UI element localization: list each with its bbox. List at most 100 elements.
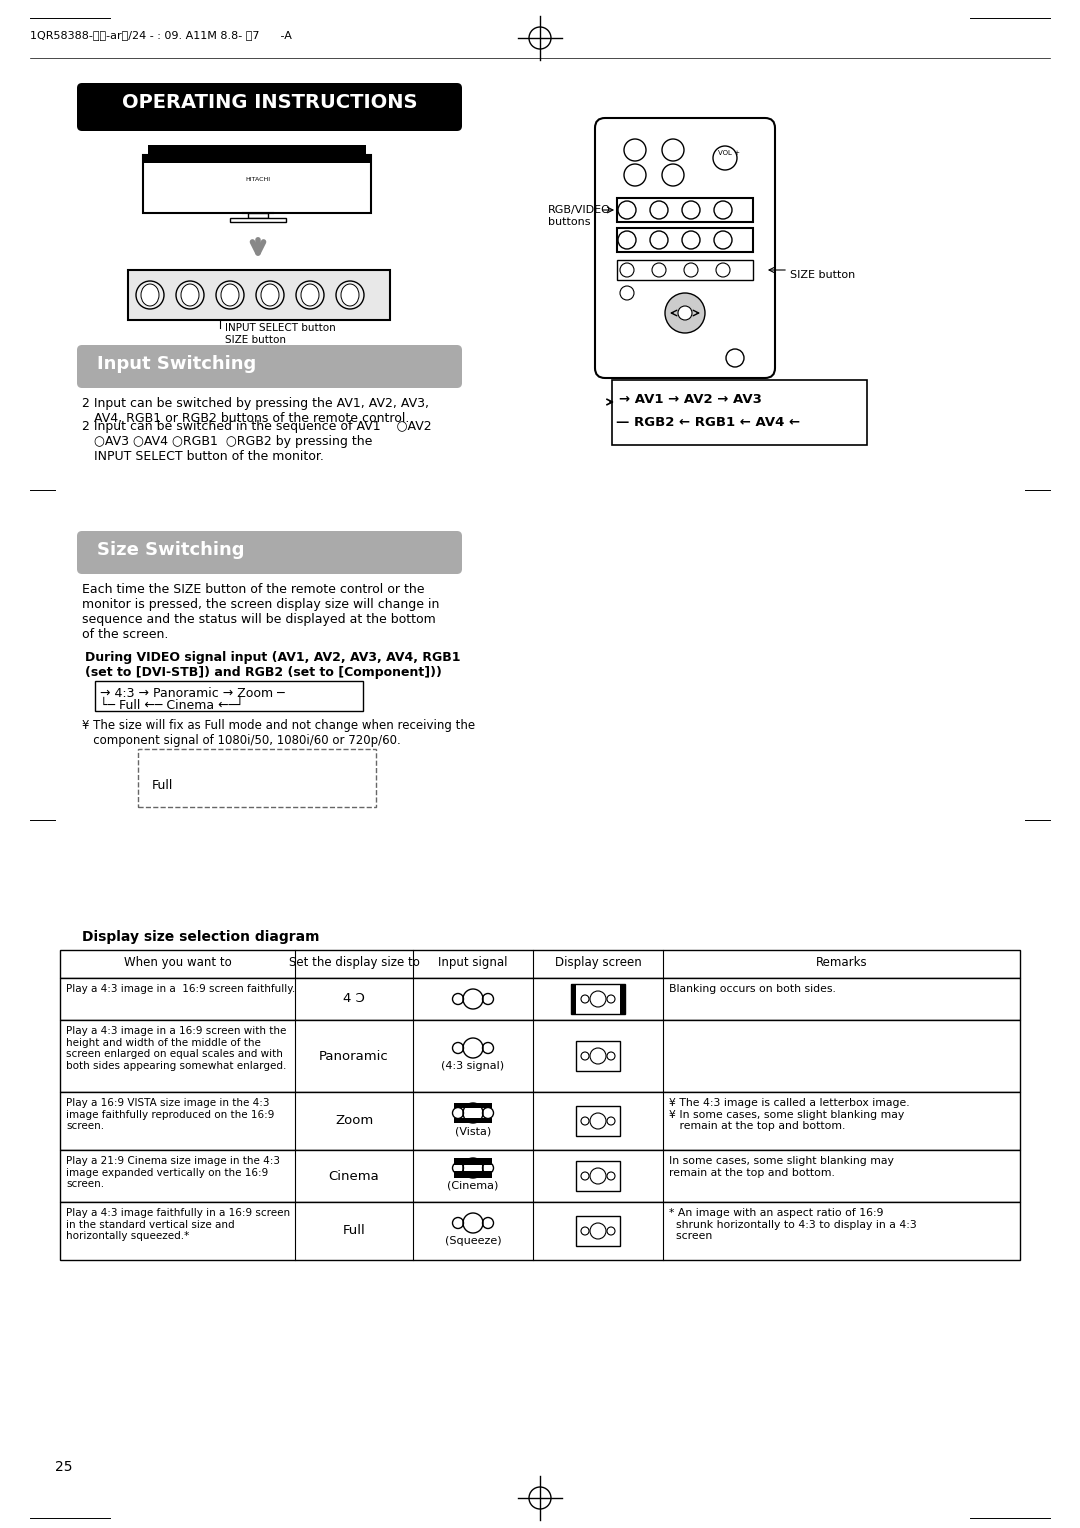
Text: └─ Full ←─ Cinema ←─┘: └─ Full ←─ Cinema ←─┘ xyxy=(100,698,244,712)
Circle shape xyxy=(662,163,684,186)
Bar xyxy=(571,984,625,1015)
Text: INPUT SELECT button: INPUT SELECT button xyxy=(225,322,336,333)
Text: During VIDEO signal input (AV1, AV2, AV3, AV4, RGB1
(set to [DVI-STB]) and RGB2 : During VIDEO signal input (AV1, AV2, AV3… xyxy=(85,651,460,678)
Circle shape xyxy=(176,281,204,309)
Text: Play a 16:9 VISTA size image in the 4:3
image faithfully reproduced on the 16:9
: Play a 16:9 VISTA size image in the 4:3 … xyxy=(66,1099,274,1131)
Bar xyxy=(248,212,268,219)
Circle shape xyxy=(620,263,634,277)
Bar xyxy=(617,199,753,222)
Text: Panoramic: Panoramic xyxy=(319,1050,389,1062)
Text: Set the display size to: Set the display size to xyxy=(288,957,419,969)
Text: When you want to: When you want to xyxy=(123,957,231,969)
Ellipse shape xyxy=(301,284,319,306)
Text: — RGB2 ← RGB1 ← AV4 ←: — RGB2 ← RGB1 ← AV4 ← xyxy=(616,416,800,429)
Text: Input Switching: Input Switching xyxy=(97,354,256,373)
Text: HITACHI: HITACHI xyxy=(245,177,271,182)
Text: Each time the SIZE button of the remote control or the
monitor is pressed, the s: Each time the SIZE button of the remote … xyxy=(82,584,440,642)
Bar xyxy=(148,145,366,154)
Bar xyxy=(576,1216,620,1245)
Bar xyxy=(60,950,1020,978)
Bar xyxy=(454,1158,492,1164)
Ellipse shape xyxy=(261,284,279,306)
Circle shape xyxy=(618,231,636,249)
Bar xyxy=(454,1103,492,1108)
Circle shape xyxy=(296,281,324,309)
Text: OPERATING INSTRUCTIONS: OPERATING INSTRUCTIONS xyxy=(122,93,417,112)
Bar xyxy=(60,1203,1020,1261)
FancyBboxPatch shape xyxy=(77,83,462,131)
Circle shape xyxy=(681,231,700,249)
Text: * An image with an aspect ratio of 16:9
  shrunk horizontally to 4:3 to display : * An image with an aspect ratio of 16:9 … xyxy=(669,1209,917,1241)
Circle shape xyxy=(714,231,732,249)
Bar xyxy=(95,681,363,711)
Circle shape xyxy=(650,202,669,219)
Text: Cinema: Cinema xyxy=(328,1169,379,1183)
Text: Play a 21:9 Cinema size image in the 4:3
image expanded vertically on the 16:9
s: Play a 21:9 Cinema size image in the 4:3… xyxy=(66,1157,280,1189)
Text: (Cinema): (Cinema) xyxy=(447,1181,499,1190)
Bar xyxy=(617,228,753,252)
Circle shape xyxy=(618,202,636,219)
Text: SIZE button: SIZE button xyxy=(225,335,286,345)
FancyBboxPatch shape xyxy=(77,532,462,575)
Circle shape xyxy=(256,281,284,309)
Circle shape xyxy=(624,139,646,160)
Text: Display screen: Display screen xyxy=(555,957,642,969)
Text: (4:3 signal): (4:3 signal) xyxy=(442,1060,504,1071)
Text: → 4:3 → Panoramic → Zoom ─: → 4:3 → Panoramic → Zoom ─ xyxy=(100,688,285,700)
Circle shape xyxy=(678,306,692,319)
Text: Full: Full xyxy=(342,1224,365,1238)
Text: 25: 25 xyxy=(55,1459,72,1475)
Text: RGB/VIDEO: RGB/VIDEO xyxy=(548,205,611,215)
Bar xyxy=(617,260,753,280)
Circle shape xyxy=(136,281,164,309)
Circle shape xyxy=(714,202,732,219)
Circle shape xyxy=(684,263,698,277)
FancyBboxPatch shape xyxy=(595,118,775,377)
Text: Blanking occurs on both sides.: Blanking occurs on both sides. xyxy=(669,984,836,995)
Circle shape xyxy=(620,286,634,299)
Circle shape xyxy=(336,281,364,309)
Text: SIZE button: SIZE button xyxy=(789,270,855,280)
Text: Full: Full xyxy=(152,779,174,792)
Bar xyxy=(576,1106,620,1135)
Text: 4 Ɔ: 4 Ɔ xyxy=(343,993,365,1005)
Circle shape xyxy=(665,293,705,333)
Bar xyxy=(60,978,1020,1021)
Circle shape xyxy=(716,263,730,277)
Text: (Vista): (Vista) xyxy=(455,1126,491,1135)
Bar xyxy=(576,1161,620,1190)
Bar xyxy=(454,1170,492,1178)
Text: 1QR58388-語言-arト/24 - : 09. A11M 8.8- カ7      -A: 1QR58388-語言-arト/24 - : 09. A11M 8.8- カ7 … xyxy=(30,31,292,40)
Bar xyxy=(230,219,286,222)
Bar xyxy=(60,1151,1020,1203)
Bar xyxy=(138,749,376,807)
Text: Display size selection diagram: Display size selection diagram xyxy=(82,931,320,944)
Circle shape xyxy=(216,281,244,309)
Circle shape xyxy=(650,231,669,249)
Text: Play a 4:3 image in a  16:9 screen faithfully.: Play a 4:3 image in a 16:9 screen faithf… xyxy=(66,984,295,995)
Bar xyxy=(129,270,390,319)
Text: Remarks: Remarks xyxy=(815,957,867,969)
Bar xyxy=(576,1041,620,1071)
Text: Size Switching: Size Switching xyxy=(97,541,244,559)
Text: Play a 4:3 image faithfully in a 16:9 screen
in the standard vertical size and
h: Play a 4:3 image faithfully in a 16:9 sc… xyxy=(66,1209,291,1241)
Text: In some cases, some slight blanking may
remain at the top and bottom.: In some cases, some slight blanking may … xyxy=(669,1157,894,1178)
Circle shape xyxy=(652,263,666,277)
Text: VOL +: VOL + xyxy=(718,150,740,156)
Text: 2 Input can be switched by pressing the AV1, AV2, AV3,
   AV4, RGB1 or RGB2 butt: 2 Input can be switched by pressing the … xyxy=(82,397,429,425)
Text: buttons: buttons xyxy=(548,217,591,228)
Circle shape xyxy=(713,147,737,170)
Text: Play a 4:3 image in a 16:9 screen with the
height and width of the middle of the: Play a 4:3 image in a 16:9 screen with t… xyxy=(66,1025,286,1071)
Ellipse shape xyxy=(141,284,159,306)
Bar xyxy=(143,154,372,212)
Bar xyxy=(60,1021,1020,1093)
Bar xyxy=(454,1118,492,1123)
Text: Zoom: Zoom xyxy=(335,1114,373,1128)
Ellipse shape xyxy=(221,284,239,306)
Circle shape xyxy=(624,163,646,186)
Bar xyxy=(620,984,625,1015)
Bar xyxy=(612,380,867,445)
Text: (Squeeze): (Squeeze) xyxy=(445,1236,501,1245)
Text: ¥ The size will fix as Full mode and not change when receiving the
   component : ¥ The size will fix as Full mode and not… xyxy=(82,720,475,747)
Text: → AV1 → AV2 → AV3: → AV1 → AV2 → AV3 xyxy=(619,393,761,406)
